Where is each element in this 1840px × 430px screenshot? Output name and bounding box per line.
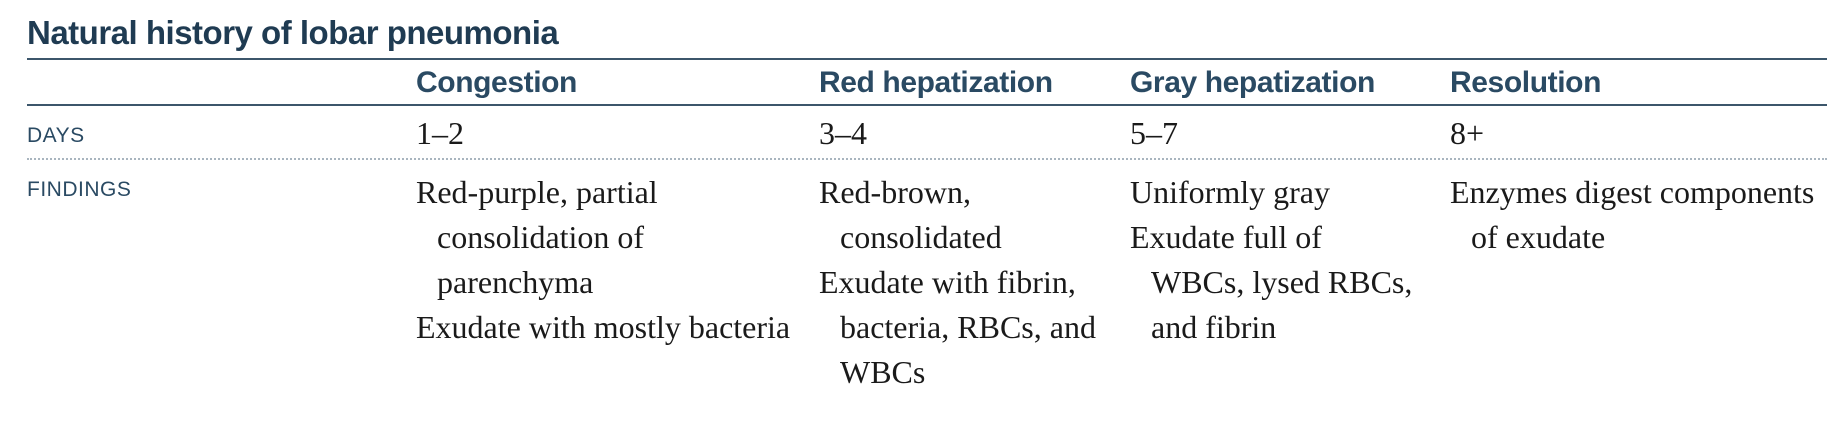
days-row: DAYS 1–2 3–4 5–7 8+ [27,106,1827,158]
finding-item: Exudate full of WBCs, lysed RBCs, and fi… [1130,219,1413,345]
days-congestion: 1–2 [416,115,464,151]
finding-item: Exudate with mostly bacteria [416,309,791,345]
column-heading-congestion: Congestion [416,66,577,99]
column-heading-gray-hepatization: Gray hepatization [1130,66,1375,99]
column-heading-red-hepatization: Red hepatization [819,66,1053,99]
findings-resolution: Enzymes digest components of exudate [1450,170,1820,260]
days-resolution: 8+ [1450,115,1485,151]
row-divider [27,158,1827,160]
finding-item: Red-purple, partial consolidation of par… [416,174,658,300]
column-heading-resolution: Resolution [1450,66,1601,99]
days-row-label: DAYS [27,124,85,147]
days-red-hepatization: 3–4 [819,115,867,151]
findings-gray-hepatization: Uniformly gray Exudate full of WBCs, lys… [1130,170,1420,350]
top-rule [27,58,1827,60]
findings-red-hepatization: Red-brown, consolidated Exudate with fib… [819,170,1119,395]
table-title: Natural history of lobar pneumonia [27,14,559,51]
finding-item: Red-brown, consolidated [819,174,1002,255]
table-figure: Natural history of lobar pneumonia Conge… [27,10,1827,430]
finding-item: Uniformly gray [1130,174,1330,210]
finding-item: Exudate with fibrin, bacteria, RBCs, and… [819,264,1096,390]
findings-congestion: Red-purple, partial consolidation of par… [416,170,796,350]
findings-row-label: FINDINGS [27,178,132,201]
header-rule [27,104,1827,106]
column-header-row: Congestion Red hepatization Gray hepatiz… [27,60,1827,104]
findings-row: FINDINGS Red-purple, partial consolidati… [27,160,1827,430]
days-gray-hepatization: 5–7 [1130,115,1178,151]
finding-item: Enzymes digest components of exudate [1450,174,1815,255]
